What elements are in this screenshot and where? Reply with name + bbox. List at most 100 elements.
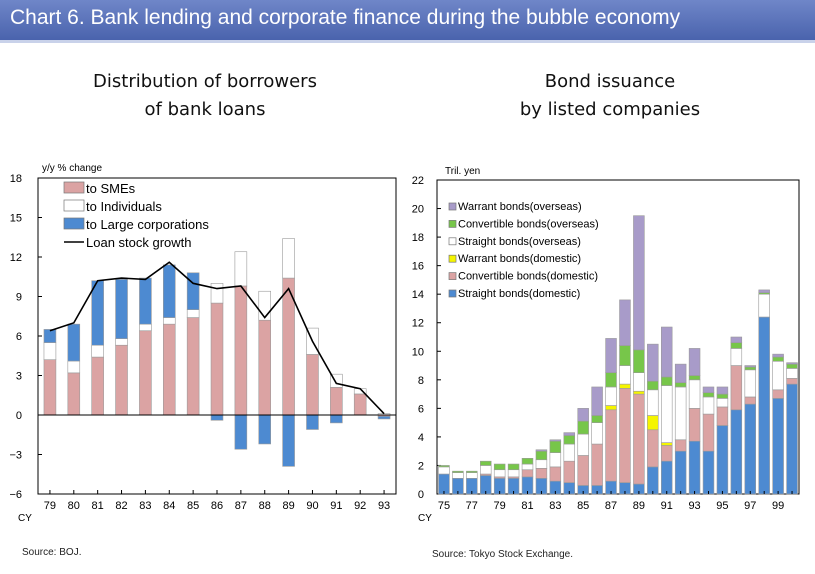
bar-segment-4 xyxy=(619,365,631,385)
legend-swatch xyxy=(448,220,457,228)
bar-segment-4 xyxy=(605,386,617,406)
bar-segment-5 xyxy=(661,376,673,386)
bar-segment-6 xyxy=(730,336,743,344)
bar-segment-1 xyxy=(702,450,715,495)
bar-segment-4 xyxy=(633,372,645,392)
x-tick-label: 81 xyxy=(92,500,104,512)
plot-area-frame xyxy=(436,179,800,495)
bar-segment-3 xyxy=(633,390,645,395)
bar-segment-4 xyxy=(493,469,506,478)
bar-segment-6 xyxy=(744,365,756,368)
y-tick-label: 15 xyxy=(10,213,22,225)
bar-segment-2 xyxy=(521,469,534,478)
bar-segment-5 xyxy=(772,356,784,362)
bar-segment-2 xyxy=(210,283,224,304)
x-tick-label: 97 xyxy=(744,500,756,512)
bar-segment-2 xyxy=(258,290,271,321)
bar-segment-2 xyxy=(744,396,756,405)
bar-segment-5 xyxy=(786,363,798,369)
bar-segment-3 xyxy=(115,279,128,339)
left-source-note: Source: BOJ. xyxy=(22,547,82,558)
legend-swatch xyxy=(63,199,85,212)
bar-segment-1 xyxy=(786,383,798,495)
bar-segment-2 xyxy=(619,388,631,483)
bar-segment-5 xyxy=(535,450,548,461)
bar-segment-1 xyxy=(647,466,659,495)
bar-segment-2 xyxy=(661,445,673,462)
x-tick-label: 93 xyxy=(688,500,700,512)
y-tick-label: 22 xyxy=(412,175,424,187)
left-chart-title-line1: Distribution of borrowers xyxy=(93,71,317,92)
bar-segment-1 xyxy=(772,398,784,495)
y-tick-label: 6 xyxy=(418,403,424,415)
bar-segment-5 xyxy=(591,415,603,423)
bar-segment-3 xyxy=(605,405,617,411)
bar-segment-2 xyxy=(688,408,701,442)
bar-segment-3 xyxy=(647,415,659,431)
x-tick-label: 75 xyxy=(438,500,450,512)
bar-segment-2 xyxy=(772,389,784,399)
bar-segment-6 xyxy=(688,348,701,376)
x-tick-label: 84 xyxy=(163,500,175,512)
bar-segment-6 xyxy=(549,439,562,442)
bar-segment-6 xyxy=(661,326,673,378)
y-tick-label: 9 xyxy=(16,292,22,304)
legend-label: Warrant bonds(overseas) xyxy=(458,201,582,213)
legend-label: to SMEs xyxy=(86,181,136,196)
left-chart-title-line2: of bank loans xyxy=(144,99,266,120)
legend-swatch xyxy=(448,202,457,211)
x-tick-label: 79 xyxy=(494,500,506,512)
y-tick-label: 12 xyxy=(10,252,22,264)
bar-segment-2 xyxy=(330,373,343,388)
bar-segment-5 xyxy=(744,366,756,371)
bar-segment-2 xyxy=(674,439,687,452)
legend-swatch xyxy=(448,272,457,280)
bar-segment-5 xyxy=(730,342,743,349)
y-tick-label: 14 xyxy=(412,289,424,301)
bar-segment-4 xyxy=(577,433,589,456)
x-axis-label: CY xyxy=(418,513,432,524)
bar-segment-4 xyxy=(647,389,659,416)
bar-segment-2 xyxy=(535,468,548,479)
y-tick-label: 10 xyxy=(412,346,424,358)
bar-segment-5 xyxy=(480,460,492,466)
bar-segment-4 xyxy=(521,463,534,471)
x-tick-label: 83 xyxy=(549,500,561,512)
bar-segment-5 xyxy=(563,435,575,445)
bar-segment-1 xyxy=(716,425,729,495)
legend-label: Straight bonds(overseas) xyxy=(458,236,581,248)
bar-segment-6 xyxy=(772,353,784,358)
bar-segment-6 xyxy=(647,343,659,382)
x-tick-label: 91 xyxy=(661,500,673,512)
x-tick-label: 83 xyxy=(139,500,151,512)
bar-segment-4 xyxy=(786,368,798,379)
bar-segment-2 xyxy=(591,443,603,486)
x-tick-label: 85 xyxy=(577,500,589,512)
legend-label: Straight bonds(domestic) xyxy=(458,288,580,300)
y-tick-label: 0 xyxy=(16,410,22,422)
page-title: Chart 6. Bank lending and corporate fina… xyxy=(10,6,681,29)
bar-segment-6 xyxy=(702,386,715,393)
x-tick-label: 89 xyxy=(633,500,645,512)
bar-segment-4 xyxy=(549,452,562,468)
bar-segment-6 xyxy=(786,362,798,365)
x-tick-label: 99 xyxy=(772,500,784,512)
y-tick-label: 6 xyxy=(16,331,22,343)
bar-segment-6 xyxy=(758,289,770,294)
bar-segment-1 xyxy=(730,409,743,495)
bar-segment-3 xyxy=(139,277,152,325)
y-tick-label: 3 xyxy=(16,371,22,383)
y-tick-label: 18 xyxy=(412,232,424,244)
bar-segment-5 xyxy=(619,345,631,366)
legend-swatch xyxy=(63,181,85,194)
bar-segment-4 xyxy=(688,379,701,409)
bar-segment-6 xyxy=(619,299,631,346)
bar-segment-5 xyxy=(438,465,450,468)
bar-segment-4 xyxy=(772,360,784,391)
bar-segment-4 xyxy=(466,472,478,479)
x-tick-label: 89 xyxy=(282,500,294,512)
bar-segment-5 xyxy=(633,349,645,373)
bar-segment-1 xyxy=(661,460,673,495)
